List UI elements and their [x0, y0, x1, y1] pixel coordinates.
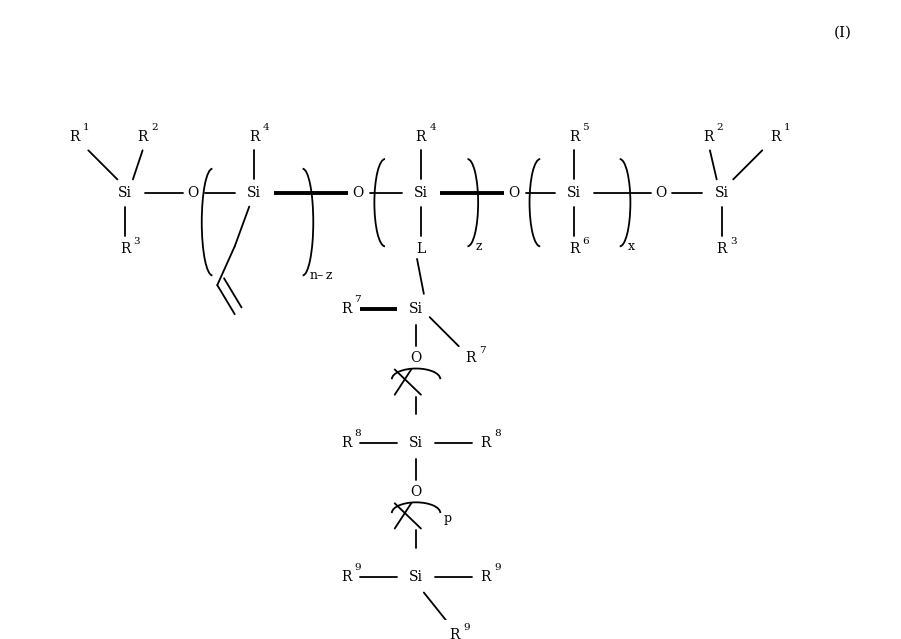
Text: Si: Si [409, 570, 423, 584]
Text: O: O [508, 186, 520, 200]
Text: z: z [475, 240, 482, 253]
Text: O: O [655, 186, 666, 200]
Text: R: R [770, 130, 781, 144]
Text: 4: 4 [262, 123, 269, 132]
Text: R: R [481, 436, 491, 450]
Text: (I): (I) [833, 26, 851, 40]
Text: 1: 1 [83, 123, 90, 132]
Text: n: n [309, 269, 317, 282]
Text: Si: Si [714, 186, 729, 200]
Text: p: p [443, 512, 451, 525]
Text: 8: 8 [355, 429, 361, 438]
Text: R: R [249, 130, 259, 144]
Text: R: R [703, 130, 714, 144]
Text: 2: 2 [151, 123, 158, 132]
Text: 2: 2 [716, 123, 723, 132]
Text: Si: Si [409, 302, 423, 316]
Text: R: R [716, 242, 727, 256]
Text: Si: Si [414, 186, 428, 200]
Text: 5: 5 [582, 123, 589, 132]
Text: 3: 3 [730, 237, 736, 246]
Text: R: R [120, 242, 131, 256]
Text: R: R [415, 130, 426, 144]
Text: 7: 7 [355, 295, 361, 304]
Text: 7: 7 [478, 346, 486, 355]
Text: 3: 3 [133, 237, 140, 246]
Text: O: O [187, 186, 198, 200]
Text: R: R [481, 570, 491, 584]
Text: R: R [138, 130, 148, 144]
Text: O: O [411, 484, 422, 498]
Text: 9: 9 [495, 563, 501, 572]
Text: R: R [341, 302, 351, 316]
Text: O: O [411, 351, 422, 365]
Text: x: x [627, 240, 634, 253]
Text: L: L [416, 242, 425, 256]
Text: z: z [326, 269, 332, 282]
Text: R: R [69, 130, 80, 144]
Text: Si: Si [567, 186, 581, 200]
Text: Si: Si [247, 186, 261, 200]
Text: 6: 6 [582, 237, 589, 246]
Text: –: – [316, 269, 323, 282]
Text: 9: 9 [463, 623, 469, 632]
Text: 1: 1 [784, 123, 791, 132]
Text: 4: 4 [429, 123, 436, 132]
Text: O: O [352, 186, 363, 200]
Text: Si: Si [409, 436, 423, 450]
Text: 9: 9 [355, 563, 361, 572]
Text: R: R [450, 628, 460, 639]
Text: Si: Si [118, 186, 132, 200]
Text: R: R [569, 130, 579, 144]
Text: R: R [341, 436, 351, 450]
Text: R: R [341, 570, 351, 584]
Text: R: R [465, 351, 476, 365]
Text: R: R [569, 242, 579, 256]
Text: 8: 8 [495, 429, 501, 438]
